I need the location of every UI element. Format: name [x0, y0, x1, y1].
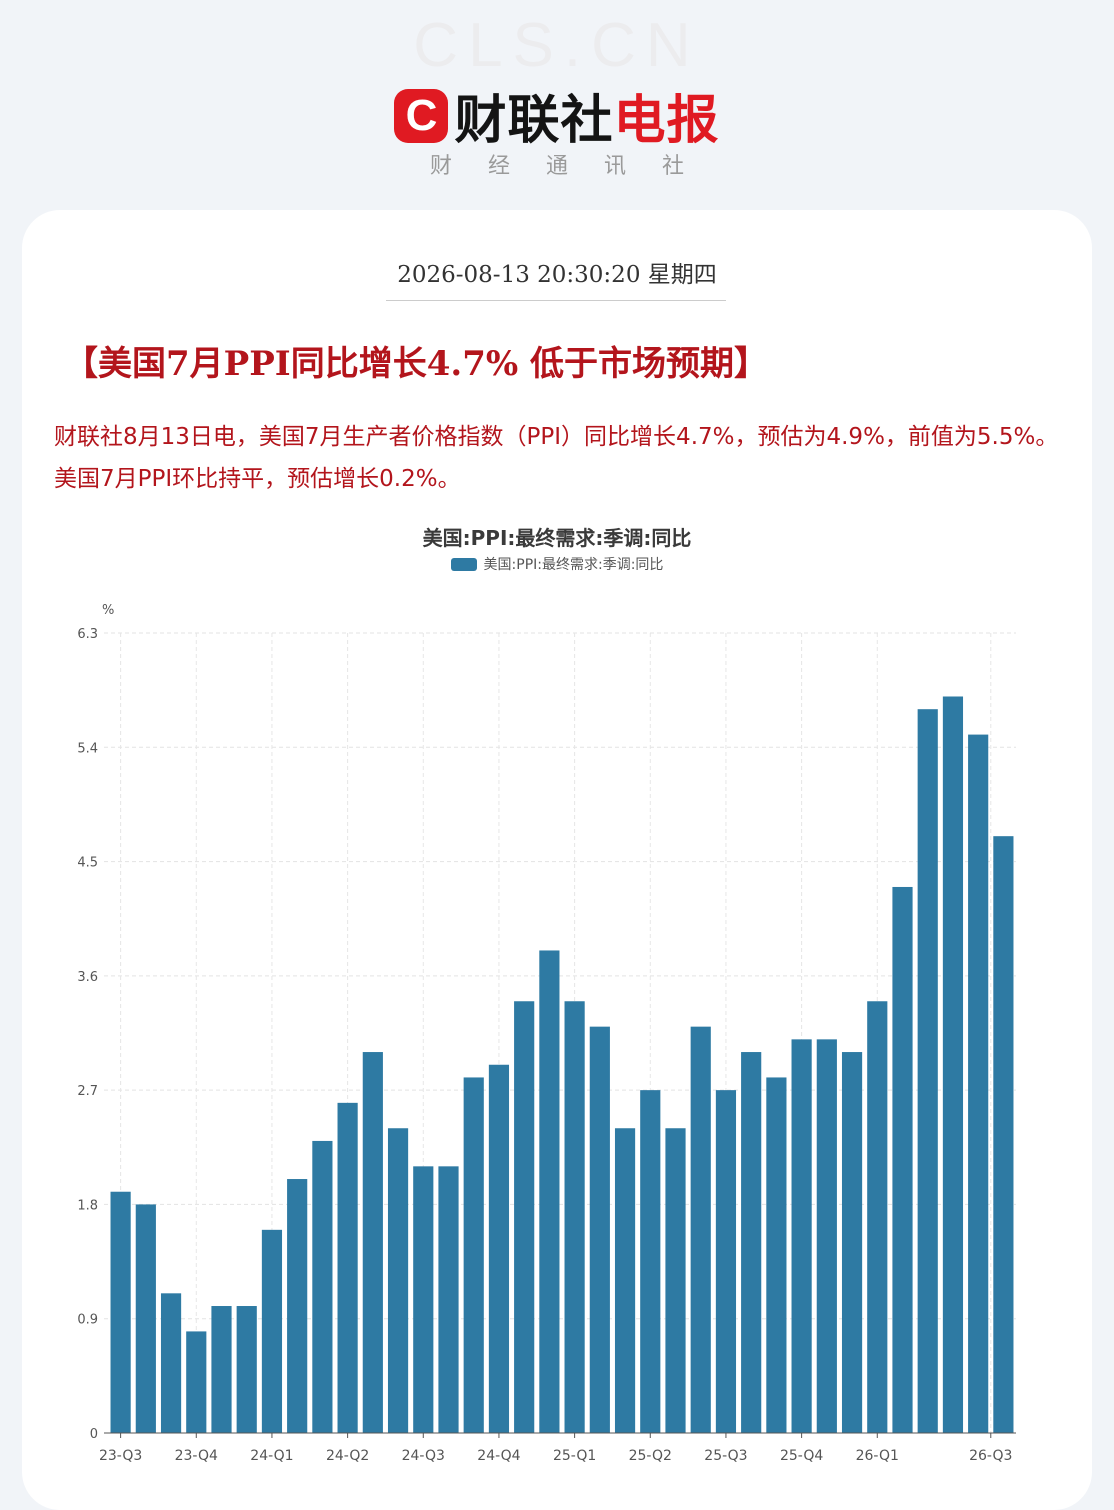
chart-legend: 美国:PPI:最终需求:季调:同比: [0, 554, 1114, 574]
bar: [312, 1140, 333, 1433]
bar: [413, 1166, 434, 1433]
bar: [993, 836, 1014, 1433]
article-body: 财联社8月13日电，美国7月生产者价格指数（PPI）同比增长4.7%，预估为4.…: [54, 424, 1059, 492]
x-tick-label: 25-Q1: [553, 1448, 596, 1464]
brand-name-black: 财联社: [454, 91, 614, 151]
y-tick-label: 2.7: [77, 1084, 98, 1099]
bar: [766, 1077, 787, 1433]
brand-name-red: 电报: [613, 91, 720, 151]
watermark-text: CLS.CN: [413, 11, 701, 80]
y-tick-label: 0.9: [77, 1313, 98, 1328]
bar: [514, 1001, 535, 1433]
legend-label: 美国:PPI:最终需求:季调:同比: [483, 557, 664, 573]
bar: [387, 1128, 409, 1433]
bar: [690, 1026, 711, 1433]
y-tick-label: 3.6: [77, 970, 98, 985]
bar: [110, 1191, 131, 1433]
bar: [463, 1077, 484, 1433]
x-tick-label: 26-Q1: [856, 1448, 899, 1464]
bar: [867, 1001, 888, 1433]
y-tick-label: 6.3: [77, 627, 98, 642]
bar: [917, 709, 938, 1433]
article-datetime: 2026-08-13 20:30:20 星期四: [397, 262, 717, 288]
x-tick-label: 25-Q3: [704, 1448, 747, 1464]
bar: [892, 886, 913, 1433]
x-tick-label: 25-Q4: [780, 1448, 823, 1464]
logo-c-icon: C: [394, 88, 449, 143]
brand-logo: C 财联社电报: [0, 78, 1114, 153]
x-tick-label: 24-Q3: [402, 1448, 445, 1464]
y-tick-label: 5.4: [77, 741, 98, 756]
x-tick-label: 25-Q2: [629, 1448, 672, 1464]
bar: [640, 1090, 661, 1433]
x-tick-label: 26-Q3: [969, 1448, 1012, 1464]
x-tick-label: 24-Q4: [477, 1448, 520, 1464]
bar: [816, 1039, 837, 1433]
bar: [841, 1052, 863, 1433]
chart-title: 美国:PPI:最终需求:季调:同比: [422, 526, 692, 550]
bar: [135, 1204, 156, 1433]
bar: [791, 1039, 812, 1433]
bar: [211, 1306, 232, 1433]
bar: [539, 950, 560, 1433]
brand-subtitle: 财经通讯社: [429, 154, 720, 179]
bar: [160, 1293, 182, 1433]
y-tick-label: 0: [90, 1427, 98, 1442]
bar: [715, 1090, 737, 1433]
x-tick-label: 23-Q3: [99, 1448, 142, 1464]
bar: [564, 1001, 585, 1433]
bar: [438, 1166, 459, 1433]
bar: [236, 1306, 257, 1433]
bar: [665, 1128, 686, 1433]
y-tick-label: 4.5: [77, 856, 98, 871]
bar: [287, 1179, 308, 1433]
bar: [488, 1064, 510, 1433]
legend-swatch: [450, 557, 477, 571]
bar: [741, 1052, 762, 1433]
bar: [942, 696, 964, 1433]
bar: [362, 1052, 383, 1433]
bar: [261, 1229, 283, 1433]
datetime-divider: [386, 300, 726, 301]
bar: [968, 734, 989, 1433]
x-tick-label: 24-Q1: [250, 1448, 293, 1464]
brand-name: 财联社电报: [454, 78, 719, 153]
bar-chart: % 0 0.9 1.8 2.7 3.6 4.5 5.4 6.3 23-Q3 23-Q4 24-Q1 2…: [77, 603, 1016, 1464]
bar: [186, 1331, 207, 1433]
bar: [614, 1128, 636, 1433]
bar: [337, 1102, 358, 1433]
x-tick-label: 24-Q2: [326, 1448, 369, 1464]
bar: [589, 1026, 610, 1433]
y-tick-label: 1.8: [77, 1198, 98, 1213]
y-axis-unit: %: [102, 603, 114, 618]
x-tick-label: 23-Q4: [175, 1448, 218, 1464]
article-headline: 【美国7月PPI同比增长4.7% 低于市场预期】: [64, 344, 768, 384]
